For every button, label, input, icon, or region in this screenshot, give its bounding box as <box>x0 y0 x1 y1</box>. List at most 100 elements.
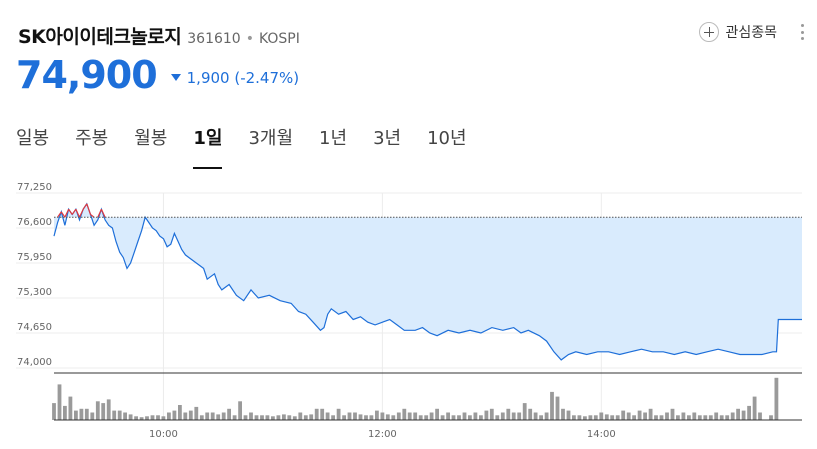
volume-bar <box>446 412 450 420</box>
separator-dot: • <box>245 31 254 47</box>
volume-bar <box>462 412 467 420</box>
x-tick-label: 14:00 <box>587 429 616 440</box>
volume-bar <box>676 415 680 420</box>
volume-bar <box>380 412 385 420</box>
volume-bar <box>654 415 658 420</box>
volume-bar <box>391 415 396 420</box>
x-tick-label: 12:00 <box>368 429 397 440</box>
volume-bar <box>309 414 314 420</box>
volume-bar <box>637 410 642 420</box>
volume-bar <box>221 412 226 420</box>
stock-header: SK아이이테크놀로지 361610 • KOSPI <box>18 22 300 49</box>
volume-bar <box>626 412 631 420</box>
tab-3month[interactable]: 3개월 <box>248 128 294 149</box>
volume-bar <box>216 414 221 420</box>
price-line <box>53 202 802 361</box>
price-row: 74,900 1,900 (-2.47%) <box>16 53 299 97</box>
intraday-chart[interactable]: 77,250 76,600 75,950 75,300 74,650 74,000 10:… <box>0 176 817 446</box>
volume-bar <box>632 415 636 420</box>
volume-bar <box>210 412 215 420</box>
volume-bar <box>150 415 155 420</box>
volume-bar <box>517 412 522 420</box>
volume-bar <box>385 414 390 420</box>
volume-bar <box>495 415 500 420</box>
current-price: 74,900 <box>16 53 158 97</box>
tab-1day[interactable]: 1일 <box>193 124 223 169</box>
volume-bar <box>90 412 95 420</box>
y-tick-label: 75,950 <box>17 252 52 263</box>
volume-bar <box>358 414 363 420</box>
volume-bar <box>752 396 757 420</box>
volume-bar <box>555 396 560 420</box>
tab-monthly[interactable]: 월봉 <box>134 128 168 149</box>
price-change: 1,900 (-2.47%) <box>186 68 300 87</box>
more-vertical-icon[interactable] <box>801 24 805 42</box>
volume-bar <box>303 415 308 420</box>
volume-bar <box>577 415 582 420</box>
volume-bar <box>298 412 303 420</box>
volume-bar <box>95 401 100 421</box>
volume-bar <box>604 414 609 420</box>
volume-bar <box>167 412 171 420</box>
volume-bar <box>522 403 527 420</box>
volume-bar <box>725 415 730 420</box>
volume-bar <box>57 384 62 420</box>
volume-bar <box>172 410 177 420</box>
volume-bar <box>566 410 571 420</box>
volume-bar <box>254 415 259 420</box>
volume-bar <box>68 396 73 420</box>
volume-bar <box>736 408 740 421</box>
volume-bar <box>561 408 565 421</box>
volume-bar <box>665 412 669 420</box>
volume-bar <box>643 412 647 420</box>
volume-bar <box>479 415 483 420</box>
volume-bar <box>588 415 593 420</box>
volume-bar <box>424 415 429 420</box>
tab-daily[interactable]: 일봉 <box>16 128 50 149</box>
y-axis-ticks: 77,250 76,600 75,950 75,300 74,650 74,000 <box>17 182 52 368</box>
volume-bar <box>342 415 346 420</box>
period-tabs: 일봉 주봉 월봉 1일 3개월 1년 3년 10년 <box>16 124 493 169</box>
volume-bar <box>238 401 242 421</box>
volume-bar <box>101 403 106 420</box>
y-tick-label: 74,650 <box>17 322 52 333</box>
volume-bar <box>692 412 697 420</box>
volume-bar <box>621 410 626 420</box>
x-tick-label: 10:00 <box>149 429 178 440</box>
tab-10year[interactable]: 10년 <box>427 128 467 149</box>
stock-code: 361610 <box>187 31 241 47</box>
volume-bar <box>593 415 598 420</box>
tab-1year[interactable]: 1년 <box>319 128 348 149</box>
volume-bar <box>769 415 773 420</box>
volume-bar <box>260 415 264 420</box>
add-watchlist-button[interactable]: 관심종목 <box>699 22 777 42</box>
volume-bar <box>402 408 407 421</box>
volume-bar <box>719 415 724 420</box>
volume-bar <box>199 415 204 420</box>
volume-bar <box>74 410 78 420</box>
volume-bar <box>112 410 117 420</box>
volume-bar <box>347 412 352 420</box>
volume-bar <box>287 415 292 420</box>
volume-bar <box>429 412 434 420</box>
volume-bar <box>232 415 237 420</box>
tab-weekly[interactable]: 주봉 <box>75 128 109 149</box>
volume-bar <box>747 405 751 420</box>
volume-bar <box>418 415 423 420</box>
volume-bar <box>407 412 412 420</box>
volume-bar <box>451 415 456 420</box>
volume-bar <box>276 415 281 420</box>
volume-bar <box>183 412 188 420</box>
volume-bar <box>364 415 368 420</box>
volume-bar <box>741 410 746 420</box>
volume-bar <box>703 415 708 420</box>
y-tick-label: 76,600 <box>17 217 52 228</box>
tab-3year[interactable]: 3년 <box>373 128 402 149</box>
volume-bar <box>292 416 297 421</box>
y-tick-label: 75,300 <box>17 287 52 298</box>
volume-bar <box>79 408 84 421</box>
volume-bar <box>161 416 166 421</box>
volume-bar <box>681 412 686 420</box>
volume-bar <box>413 412 418 420</box>
volume-bar <box>52 403 56 420</box>
